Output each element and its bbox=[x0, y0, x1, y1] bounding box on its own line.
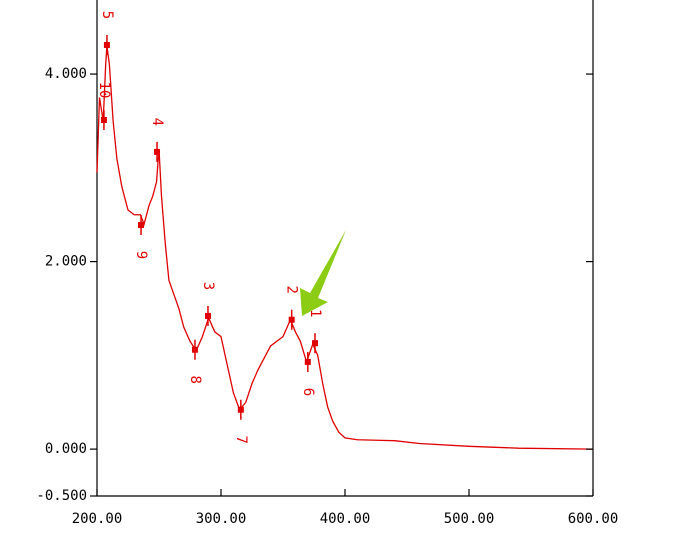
peak-marker bbox=[154, 148, 161, 155]
peak-marker bbox=[191, 346, 198, 353]
x-tick-label: 200.00 bbox=[72, 511, 123, 527]
peak-label: 5 bbox=[99, 11, 115, 19]
y-tick-label: 4.000 bbox=[45, 66, 87, 82]
peak-label: 8 bbox=[187, 376, 203, 384]
x-tick-label: 400.00 bbox=[320, 511, 371, 527]
y-tick-label: 0.000 bbox=[45, 441, 87, 457]
peak-marker bbox=[288, 316, 295, 323]
peak-marker bbox=[103, 42, 110, 49]
x-tick-label: 300.00 bbox=[196, 511, 247, 527]
y-tick-label: 2.000 bbox=[45, 254, 87, 270]
peak-marker bbox=[304, 358, 311, 365]
y-tick-label: -0.500 bbox=[36, 488, 87, 504]
peak-label: 3 bbox=[200, 282, 216, 290]
arrow bbox=[300, 230, 346, 316]
peak-label: 7 bbox=[233, 436, 249, 444]
peak-label: 10 bbox=[96, 82, 112, 99]
peak-label: 2 bbox=[284, 286, 300, 294]
peak-marker bbox=[311, 340, 318, 347]
peak-label: 6 bbox=[300, 388, 316, 396]
x-tick-label: 600.00 bbox=[568, 511, 619, 527]
plot-area: 1 2 3 4 5 6 7 8 9 10 bbox=[96, 11, 594, 450]
x-tick-label: 500.00 bbox=[444, 511, 495, 527]
spectrum-line bbox=[96, 45, 594, 450]
peak-marker bbox=[204, 312, 211, 319]
peak-marker bbox=[100, 117, 107, 124]
peak-marker bbox=[138, 222, 145, 229]
peak-label: 1 bbox=[307, 309, 323, 317]
peak-label: 4 bbox=[149, 118, 165, 126]
peak-label: 9 bbox=[133, 251, 149, 259]
peak-marker bbox=[237, 406, 244, 413]
